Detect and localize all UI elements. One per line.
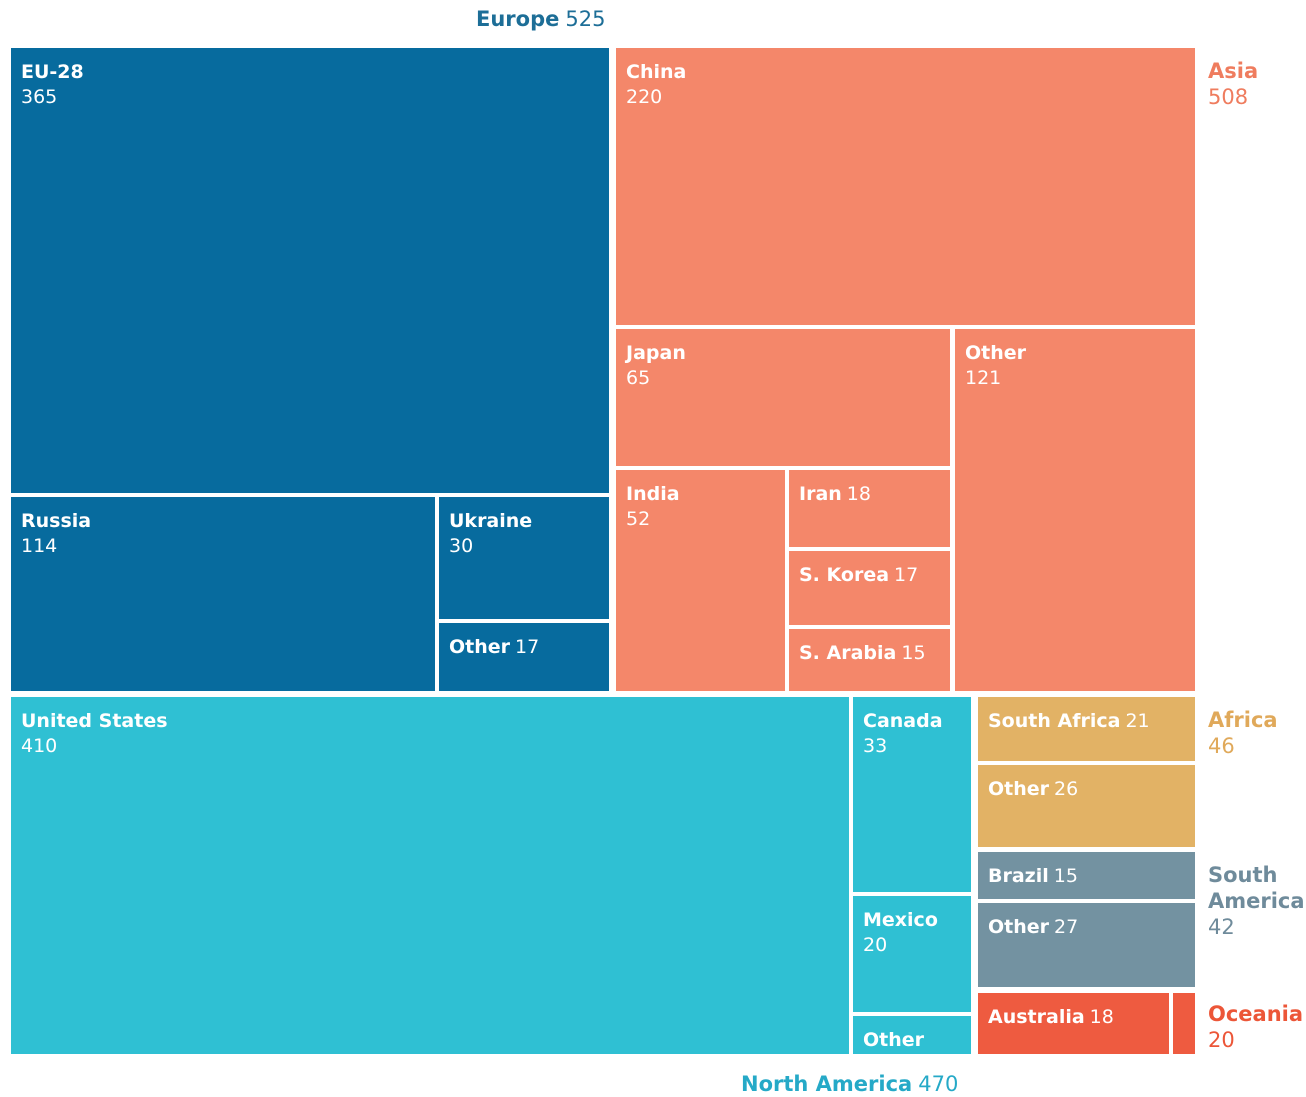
tile-label: India 52 bbox=[626, 482, 680, 532]
region-name: South America bbox=[1208, 863, 1305, 913]
tile-north-america-mexico: Mexico 20 bbox=[853, 896, 971, 1012]
tile-name: Other bbox=[988, 916, 1050, 938]
tile-oceania-unlabeled bbox=[1173, 993, 1195, 1054]
tile-asia-india: India 52 bbox=[616, 470, 785, 691]
tile-name: Australia bbox=[988, 1006, 1085, 1028]
tile-value: 15 bbox=[1053, 865, 1078, 887]
tile-label: Brazil 15 bbox=[988, 864, 1078, 889]
tile-europe-ukraine: Ukraine 30 bbox=[439, 497, 609, 619]
tile-europe-other: Other 17 bbox=[439, 623, 609, 691]
tile-label: Mexico 20 bbox=[863, 908, 938, 958]
tile-name: Other bbox=[863, 1029, 925, 1051]
tile-label: Canada 33 bbox=[863, 709, 943, 759]
tile-value: 121 bbox=[965, 367, 1002, 389]
tile-name: India bbox=[626, 483, 680, 505]
tile-name: China bbox=[626, 61, 687, 83]
tile-north-america-canada: Canada 33 bbox=[853, 697, 971, 892]
tile-value: 27 bbox=[1054, 916, 1079, 938]
region-label-europe: Europe 525 bbox=[476, 6, 605, 32]
tile-name: Other bbox=[988, 778, 1050, 800]
tile-label: Other 121 bbox=[965, 341, 1026, 391]
region-value: 508 bbox=[1208, 85, 1249, 109]
tile-name: Brazil bbox=[988, 865, 1049, 887]
tile-value: 220 bbox=[626, 86, 663, 108]
tile-label: Other 26 bbox=[988, 777, 1078, 802]
tile-value: 410 bbox=[21, 735, 58, 757]
tile-label: S. Korea 17 bbox=[799, 563, 918, 588]
tile-name: Other bbox=[449, 636, 511, 658]
tile-south-america-other: Other 27 bbox=[978, 903, 1195, 987]
region-label-africa: Africa 46 bbox=[1208, 707, 1278, 759]
region-value: 42 bbox=[1208, 915, 1235, 939]
tile-value: 30 bbox=[449, 535, 474, 557]
tile-label: Iran 18 bbox=[799, 482, 871, 507]
tile-value: 15 bbox=[901, 642, 926, 664]
tile-label: Other 27 bbox=[988, 915, 1078, 940]
tile-name: Mexico bbox=[863, 909, 938, 931]
tile-south-america-brazil: Brazil 15 bbox=[978, 852, 1195, 899]
tile-asia-iran: Iran 18 bbox=[789, 470, 950, 547]
region-name: Europe bbox=[476, 7, 560, 31]
tile-north-america-united-states: United States 410 bbox=[11, 697, 849, 1054]
tile-label: Japan 65 bbox=[626, 341, 686, 391]
tile-asia-s-korea: S. Korea 17 bbox=[789, 551, 950, 625]
region-name: Africa bbox=[1208, 708, 1278, 732]
tile-name: Ukraine bbox=[449, 510, 533, 532]
tile-asia-china: China 220 bbox=[616, 48, 1195, 325]
tile-asia-japan: Japan 65 bbox=[616, 329, 950, 466]
tile-name: Japan bbox=[626, 342, 686, 364]
tile-value: 52 bbox=[626, 508, 651, 530]
tile-name: United States bbox=[21, 710, 168, 732]
tile-label: EU-28 365 bbox=[21, 60, 84, 110]
tile-name: Other bbox=[965, 342, 1027, 364]
tile-name: Russia bbox=[21, 510, 92, 532]
tile-asia-s-arabia: S. Arabia 15 bbox=[789, 629, 950, 691]
tile-value: 17 bbox=[894, 564, 919, 586]
region-label-north-america: North America 470 bbox=[741, 1071, 958, 1097]
tile-value: 18 bbox=[1089, 1006, 1114, 1028]
tile-value: 21 bbox=[1125, 710, 1150, 732]
region-name: North America bbox=[741, 1072, 913, 1096]
tile-label: Other bbox=[863, 1028, 924, 1053]
tile-value: 26 bbox=[1054, 778, 1079, 800]
tile-value: 365 bbox=[21, 86, 58, 108]
tile-europe-russia: Russia 114 bbox=[11, 497, 435, 691]
tile-name: EU-28 bbox=[21, 61, 84, 83]
tile-africa-other: Other 26 bbox=[978, 765, 1195, 847]
region-value: 46 bbox=[1208, 734, 1235, 758]
tile-asia-other: Other 121 bbox=[955, 329, 1195, 691]
region-label-south-america: South America 42 bbox=[1208, 862, 1305, 940]
tile-europe-eu-28: EU-28 365 bbox=[11, 48, 609, 493]
region-name: Asia bbox=[1208, 59, 1259, 83]
tile-label: Australia 18 bbox=[988, 1005, 1114, 1030]
tile-name: S. Arabia bbox=[799, 642, 897, 664]
region-label-asia: Asia 508 bbox=[1208, 58, 1258, 110]
tile-label: Other 17 bbox=[449, 635, 539, 660]
tile-label: South Africa 21 bbox=[988, 709, 1150, 734]
tile-name: Iran bbox=[799, 483, 842, 505]
tile-name: S. Korea bbox=[799, 564, 890, 586]
tile-north-america-other: Other bbox=[853, 1016, 971, 1054]
region-name: Oceania bbox=[1208, 1002, 1304, 1026]
tile-name: Canada bbox=[863, 710, 943, 732]
tile-name: South Africa bbox=[988, 710, 1121, 732]
tile-value: 33 bbox=[863, 735, 888, 757]
tile-africa-south-africa: South Africa 21 bbox=[978, 697, 1195, 761]
tile-value: 17 bbox=[515, 636, 540, 658]
tile-label: Ukraine 30 bbox=[449, 509, 532, 559]
tile-label: China 220 bbox=[626, 60, 686, 110]
tile-value: 20 bbox=[863, 934, 888, 956]
tile-label: Russia 114 bbox=[21, 509, 91, 559]
region-value: 470 bbox=[918, 1072, 959, 1096]
region-value: 525 bbox=[565, 7, 606, 31]
tile-label: S. Arabia 15 bbox=[799, 641, 926, 666]
tile-oceania-australia: Australia 18 bbox=[978, 993, 1169, 1054]
tile-value: 65 bbox=[626, 367, 651, 389]
tile-label: United States 410 bbox=[21, 709, 168, 759]
region-value: 20 bbox=[1208, 1028, 1235, 1052]
tile-value: 114 bbox=[21, 535, 58, 557]
region-label-oceania: Oceania 20 bbox=[1208, 1001, 1303, 1053]
tile-value: 18 bbox=[846, 483, 871, 505]
